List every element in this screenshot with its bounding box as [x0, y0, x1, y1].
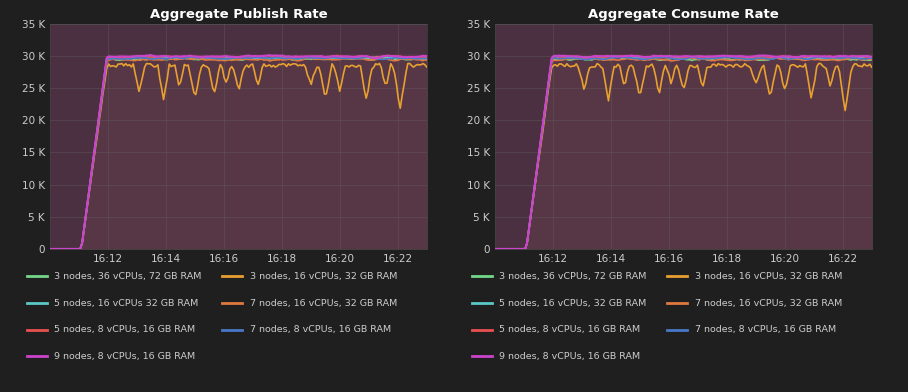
- Text: 7 nodes, 16 vCPUs, 32 GB RAM: 7 nodes, 16 vCPUs, 32 GB RAM: [695, 299, 842, 307]
- Text: 3 nodes, 16 vCPUs, 32 GB RAM: 3 nodes, 16 vCPUs, 32 GB RAM: [695, 272, 842, 281]
- Text: 3 nodes, 36 vCPUs, 72 GB RAM: 3 nodes, 36 vCPUs, 72 GB RAM: [499, 272, 646, 281]
- Text: 5 nodes, 8 vCPUs, 16 GB RAM: 5 nodes, 8 vCPUs, 16 GB RAM: [54, 325, 195, 334]
- Text: 9 nodes, 8 vCPUs, 16 GB RAM: 9 nodes, 8 vCPUs, 16 GB RAM: [499, 352, 640, 361]
- Text: 7 nodes, 16 vCPUs, 32 GB RAM: 7 nodes, 16 vCPUs, 32 GB RAM: [250, 299, 397, 307]
- Title: Aggregate Consume Rate: Aggregate Consume Rate: [587, 8, 779, 21]
- Text: 3 nodes, 16 vCPUs, 32 GB RAM: 3 nodes, 16 vCPUs, 32 GB RAM: [250, 272, 397, 281]
- Text: 5 nodes, 8 vCPUs, 16 GB RAM: 5 nodes, 8 vCPUs, 16 GB RAM: [499, 325, 640, 334]
- Text: 3 nodes, 36 vCPUs, 72 GB RAM: 3 nodes, 36 vCPUs, 72 GB RAM: [54, 272, 202, 281]
- Title: Aggregate Publish Rate: Aggregate Publish Rate: [150, 8, 327, 21]
- Text: 5 nodes, 16 vCPUs, 32 GB RAM: 5 nodes, 16 vCPUs, 32 GB RAM: [499, 299, 646, 307]
- Text: 9 nodes, 8 vCPUs, 16 GB RAM: 9 nodes, 8 vCPUs, 16 GB RAM: [54, 352, 195, 361]
- Text: 7 nodes, 8 vCPUs, 16 GB RAM: 7 nodes, 8 vCPUs, 16 GB RAM: [250, 325, 390, 334]
- Text: 7 nodes, 8 vCPUs, 16 GB RAM: 7 nodes, 8 vCPUs, 16 GB RAM: [695, 325, 835, 334]
- Text: 5 nodes, 16 vCPUs 32 GB RAM: 5 nodes, 16 vCPUs 32 GB RAM: [54, 299, 199, 307]
